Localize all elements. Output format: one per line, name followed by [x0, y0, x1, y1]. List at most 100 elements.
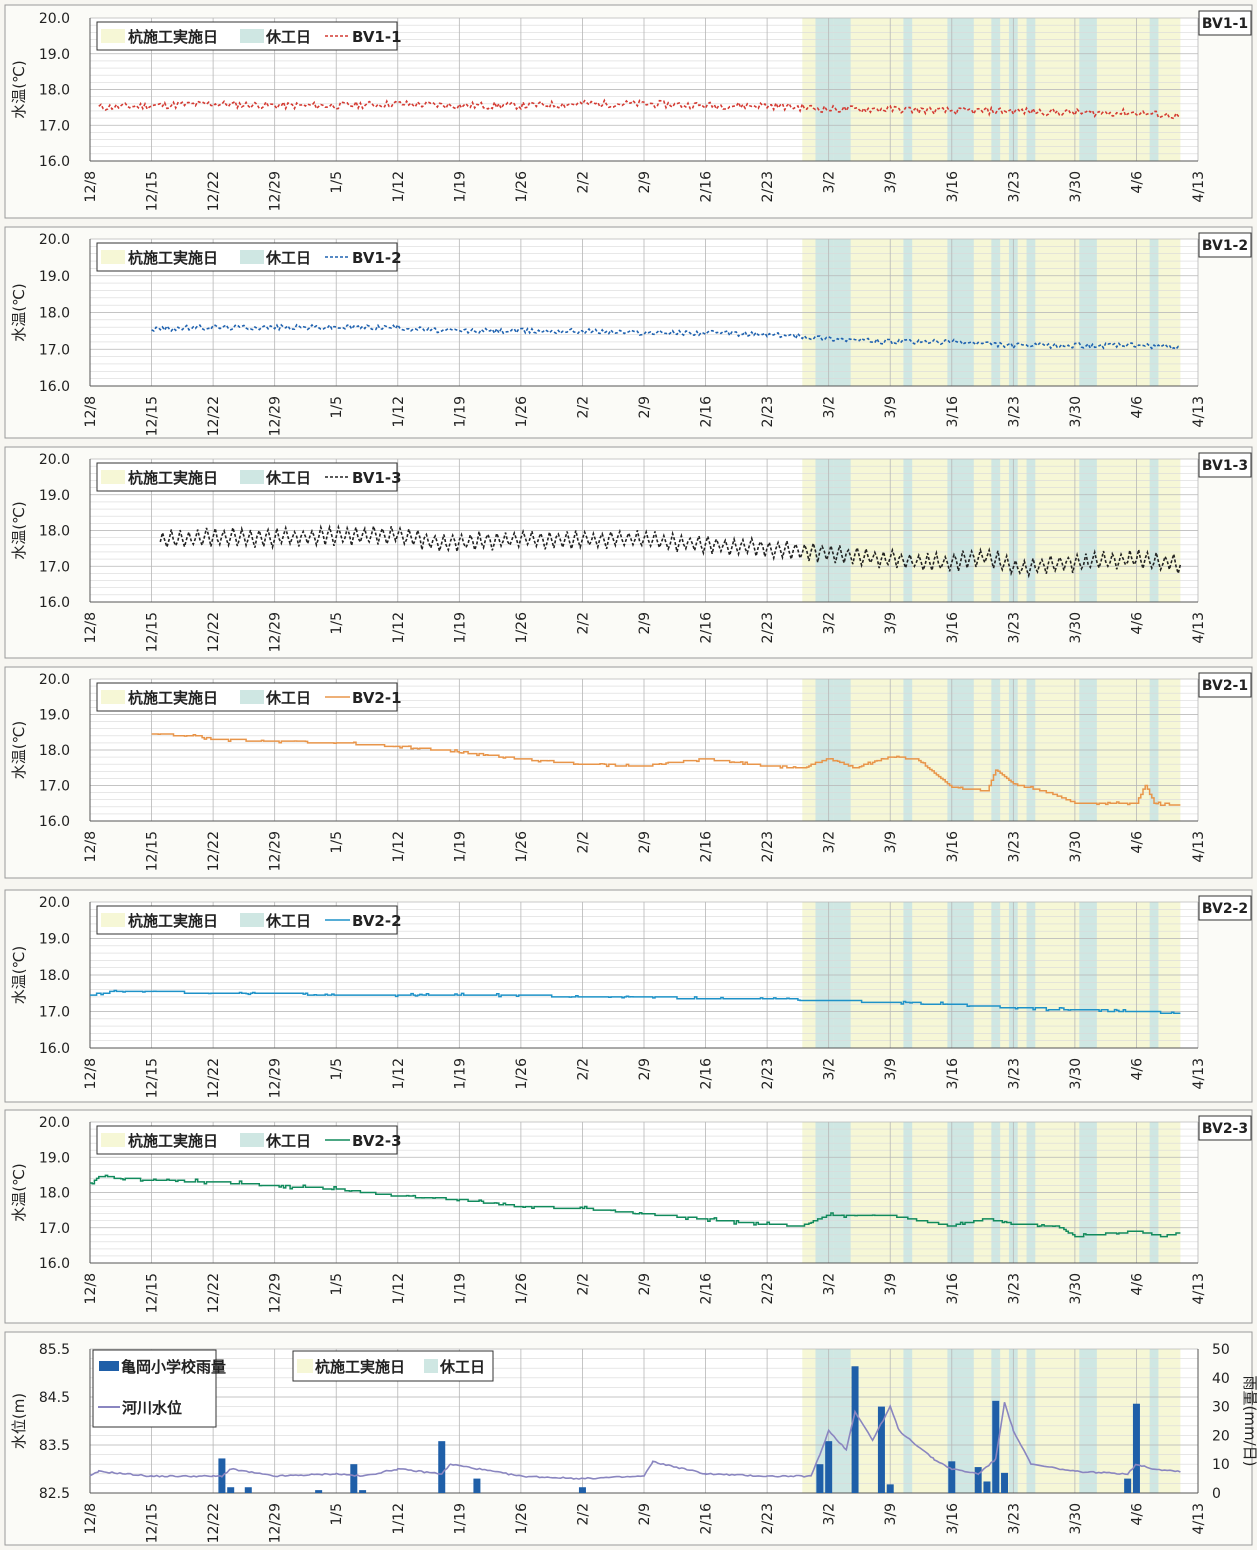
x-tick-label: 3/9 [883, 1503, 899, 1526]
x-tick-label: 1/5 [329, 396, 345, 419]
x-tick-label: 3/30 [1068, 612, 1084, 643]
x-tick-label: 3/30 [1068, 171, 1084, 202]
legend: 杭施工実施日 休工日 BV1-1 [96, 21, 402, 51]
legend-label-holiday: 休工日 [265, 469, 311, 487]
y-tick-label: 18.0 [39, 83, 70, 99]
y-axis-label: 水温(℃) [10, 60, 28, 119]
rain-bar [877, 1406, 885, 1493]
legend-swatch-work [101, 29, 125, 43]
y-tick-label: 18.0 [39, 1186, 70, 1202]
x-tick-label: 12/29 [268, 1273, 284, 1313]
x-tick-label: 12/15 [145, 396, 161, 436]
y-axis-label: 水位(m) [10, 1393, 28, 1449]
x-tick-label: 1/19 [452, 171, 468, 202]
x-tick-label: 1/5 [329, 1058, 345, 1081]
x-tick-label: 12/22 [206, 171, 222, 211]
x-tick-label: 3/2 [822, 1058, 838, 1081]
x-tick-label: 12/8 [83, 831, 99, 862]
y-axis-label: 水温(℃) [10, 946, 28, 1005]
x-tick-label: 1/12 [391, 171, 407, 202]
x-tick-label: 2/23 [760, 1058, 776, 1089]
x-tick-label: 3/23 [1006, 396, 1022, 427]
x-tick-label: 12/29 [268, 831, 284, 871]
legend-label-holiday: 休工日 [265, 912, 311, 930]
y-tick-label: 17.0 [39, 342, 70, 358]
x-tick-label: 12/29 [268, 1503, 284, 1543]
x-tick-label: 1/5 [329, 171, 345, 194]
y-axis-label: 水温(℃) [10, 721, 28, 780]
legend-swatch-holiday [240, 913, 264, 927]
x-tick-label: 4/6 [1129, 396, 1145, 419]
x-tick-label: 1/26 [514, 831, 530, 863]
x-tick-label: 12/29 [268, 171, 284, 211]
legend-swatch-work [101, 470, 125, 484]
legend-swatch-holiday [240, 250, 264, 264]
holiday-band [1149, 1349, 1159, 1493]
x-tick-label: 3/30 [1068, 1273, 1084, 1304]
x-tick-label: 1/19 [452, 612, 468, 643]
legend-swatch-work [101, 250, 125, 264]
x-tick-label: 3/30 [1068, 831, 1084, 862]
y-tick-label: 18.0 [39, 524, 70, 540]
legend: 杭施工実施日 休工日 BV2-2 [96, 905, 402, 935]
chart-panel-BV2-3: 20.0 19.0 18.0 17.0 16.0 12/8 12/15 12/22 12/29 1… [4, 1109, 1253, 1324]
x-tick-label: 2/16 [699, 1058, 715, 1090]
legend-swatch-work [101, 690, 125, 704]
x-tick-label: 12/8 [83, 171, 99, 202]
x-tick-label: 1/26 [514, 612, 530, 644]
legend-swatch-rain [99, 1361, 119, 1371]
x-tick-label: 4/13 [1191, 1503, 1207, 1534]
series-line-BV1-1 [98, 98, 1181, 120]
y-tick-label: 17.0 [39, 118, 70, 134]
x-tick-label: 4/6 [1129, 1058, 1145, 1081]
y-tick-label: 20.0 [39, 11, 70, 27]
chart-panel-rain-river: 85.5 84.5 83.5 82.5 12/8 12/15 12/22 12/29 1/5 1/… [4, 1331, 1257, 1546]
series-line-BV2-2 [90, 989, 1181, 1015]
x-tick-label: 1/26 [514, 1058, 530, 1090]
x-tick-label: 3/23 [1006, 1273, 1022, 1304]
y-tick-label: 18.0 [39, 743, 70, 759]
legend-label-work: 杭施工実施日 [128, 28, 218, 46]
x-tick-label: 2/2 [575, 1273, 591, 1296]
y-tick-label: 16.0 [39, 154, 70, 170]
x-tick-label: 1/26 [514, 171, 530, 203]
rain-bar [948, 1461, 956, 1493]
x-tick-label: 3/2 [822, 396, 838, 419]
x-tick-label: 12/22 [206, 831, 222, 871]
rain-bar [244, 1487, 252, 1493]
x-tick-label: 12/8 [83, 612, 99, 643]
x-tick-label: 12/22 [206, 1273, 222, 1313]
x-tick-label: 2/2 [575, 612, 591, 635]
rain-bar [315, 1490, 323, 1493]
y2-tick-label: 30 [1212, 1400, 1230, 1416]
x-tick-label: 2/9 [637, 1058, 653, 1081]
x-tick-label: 2/23 [760, 1503, 776, 1534]
rain-bar [359, 1490, 367, 1493]
legend-label-holiday: 休工日 [265, 1132, 311, 1150]
legend-swatch-work [297, 1359, 313, 1373]
sensor-tag: BV2-2 [1202, 901, 1248, 917]
sensor-tag-box [1198, 452, 1252, 478]
x-tick-label: 1/12 [391, 1503, 407, 1534]
y-tick-label: 16.0 [39, 595, 70, 611]
rain-bar [816, 1464, 824, 1493]
x-tick-label: 3/16 [945, 1503, 961, 1535]
x-tick-label: 3/23 [1006, 1503, 1022, 1534]
legend-label-holiday: 休工日 [265, 28, 311, 46]
rain-bar [473, 1478, 481, 1493]
rain-bar [578, 1487, 586, 1493]
legend-swatch-work [101, 1133, 125, 1147]
x-tick-label: 12/8 [83, 396, 99, 427]
y-tick-label: 19.0 [39, 708, 70, 724]
rain-bar [1124, 1478, 1132, 1493]
legend-label-work: 杭施工実施日 [315, 1358, 405, 1376]
x-tick-label: 3/9 [883, 831, 899, 854]
sensor-tag: BV1-1 [1202, 16, 1248, 32]
x-tick-label: 3/2 [822, 1503, 838, 1526]
rain-bar [1001, 1472, 1009, 1493]
x-tick-label: 4/13 [1191, 1058, 1207, 1089]
legend-label-series: BV2-1 [352, 689, 402, 707]
series-line-BV1-2 [151, 323, 1181, 351]
